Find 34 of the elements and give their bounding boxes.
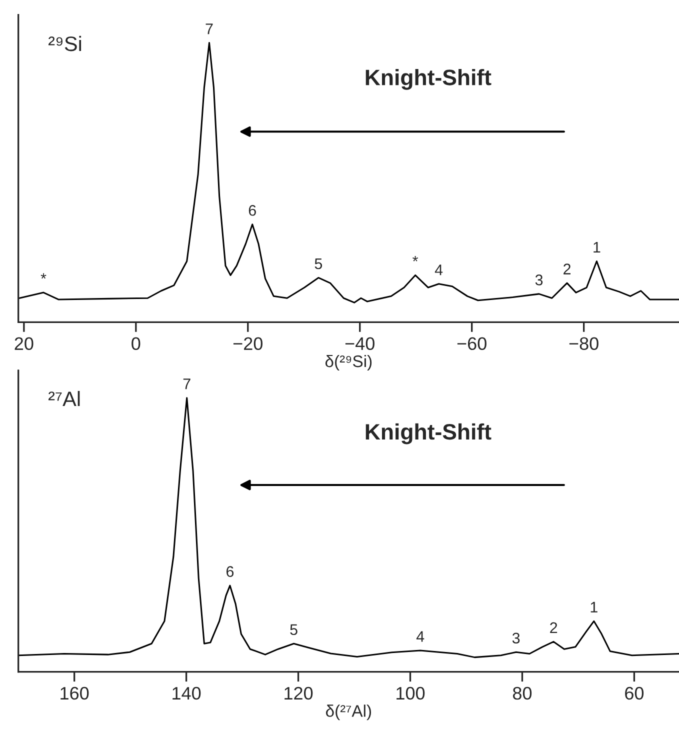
x-tick-label: 140 xyxy=(172,686,201,700)
annotation: 6 xyxy=(226,566,234,577)
annotation: Knight-Shift xyxy=(366,423,492,444)
annotation: 5 xyxy=(314,258,322,270)
x-tick-label: 160 xyxy=(60,686,89,700)
annotation: 1 xyxy=(590,602,598,612)
annotation: 7 xyxy=(206,24,213,34)
annotation: * xyxy=(40,273,46,279)
annotation: 1 xyxy=(594,242,600,253)
x-axis-title: δ(²⁷Al) xyxy=(326,704,372,720)
annotation: 4 xyxy=(416,631,424,642)
annotation: ²⁷Al xyxy=(48,390,80,406)
x-tick-label: −40 xyxy=(345,337,374,350)
x-tick-label: −60 xyxy=(457,337,486,350)
annotation: 5 xyxy=(290,624,298,636)
x-tick-label: 60 xyxy=(625,686,644,700)
x-tick-label: 100 xyxy=(396,686,425,700)
annotation: 4 xyxy=(434,264,443,276)
x-tick-label: 120 xyxy=(284,686,313,700)
x-tick-label: 0 xyxy=(132,337,140,350)
annotation: 6 xyxy=(248,204,256,216)
annotation: 2 xyxy=(550,622,558,633)
annotation: 7 xyxy=(183,378,190,390)
x-tick-label: −20 xyxy=(233,337,262,350)
x-tick-label: 20 xyxy=(14,337,34,350)
annotation: ²⁹Si xyxy=(48,36,82,52)
x-tick-label: −80 xyxy=(569,337,598,350)
annotation: 2 xyxy=(564,264,571,274)
annotation: 3 xyxy=(512,632,520,644)
annotation: * xyxy=(412,256,418,262)
annotation: 3 xyxy=(535,274,543,286)
x-axis-title: δ(²⁹Si) xyxy=(325,354,372,370)
annotation: Knight-Shift xyxy=(366,69,492,90)
x-tick-label: 80 xyxy=(512,686,532,700)
